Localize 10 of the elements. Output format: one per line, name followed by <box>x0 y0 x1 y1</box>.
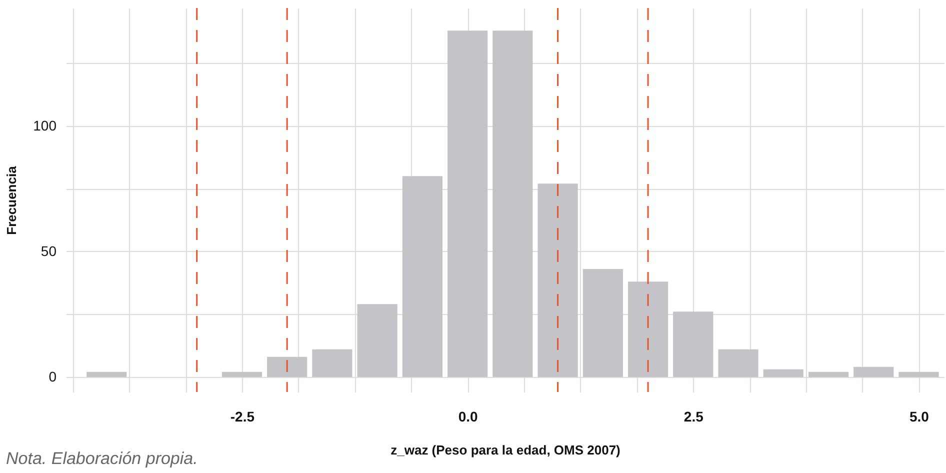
y-tick-label: 50 <box>40 242 57 259</box>
x-tick-label: 2.5 <box>684 408 704 424</box>
x-tick-label: 0.0 <box>458 408 478 424</box>
y-tick-label: 0 <box>48 368 57 384</box>
x-axis-title: z_waz (Peso para la edad, OMS 2007) <box>390 442 620 458</box>
x-tick-label: -2.5 <box>230 408 255 424</box>
x-tick-label: 5.0 <box>910 408 930 424</box>
y-axis-title: Frecuencia <box>4 165 20 235</box>
text: Nota. Elaboración propia. <box>6 449 198 468</box>
y-tick-label: 100 <box>33 117 57 134</box>
